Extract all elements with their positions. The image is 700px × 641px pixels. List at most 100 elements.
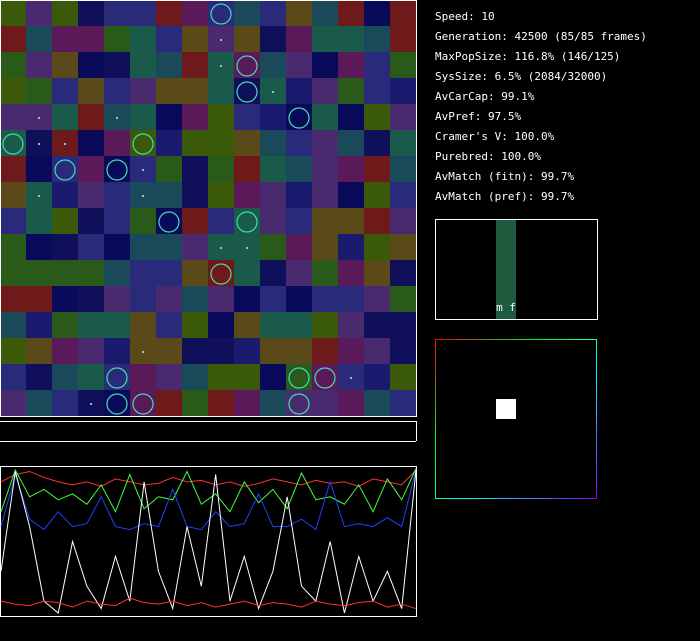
grid-cell xyxy=(78,286,104,312)
grid-cell xyxy=(78,78,104,104)
grid-cell xyxy=(338,260,364,286)
history-line xyxy=(0,469,417,487)
organism xyxy=(106,393,128,415)
grid-cell xyxy=(312,390,338,416)
grid-cell xyxy=(52,338,78,364)
organism xyxy=(158,211,180,233)
grid-cell xyxy=(312,156,338,182)
stat-line: MaxPopSize: 116.8% (146/125) xyxy=(435,50,620,63)
grid-cell xyxy=(234,390,260,416)
grid-cell xyxy=(234,286,260,312)
stats-panel: Speed: 10 Generation: 42500 (85/85 frames… xyxy=(435,10,647,203)
grid-cell xyxy=(130,260,156,286)
grid-cell xyxy=(182,364,208,390)
grid-cell xyxy=(26,0,52,26)
grid-cell xyxy=(78,260,104,286)
grid-cell xyxy=(156,364,182,390)
grid-cell xyxy=(0,26,26,52)
grid-cell xyxy=(52,286,78,312)
grid-cell xyxy=(104,312,130,338)
grid-cell xyxy=(52,78,78,104)
grid-cell xyxy=(338,312,364,338)
grid-cell xyxy=(338,182,364,208)
grid-cell xyxy=(208,182,234,208)
organism xyxy=(236,211,258,233)
grid-cell xyxy=(260,390,286,416)
grid-cell xyxy=(364,26,390,52)
grid-cell xyxy=(182,234,208,260)
grid-cell xyxy=(130,208,156,234)
organism xyxy=(210,263,232,285)
grid-cell xyxy=(156,52,182,78)
grid-cell xyxy=(260,208,286,234)
grid-cell xyxy=(286,156,312,182)
grid-cell xyxy=(104,78,130,104)
grid-cell xyxy=(208,338,234,364)
history-line xyxy=(0,468,417,513)
grid-cell xyxy=(390,390,416,416)
stat-line: AvMatch (pref): 99.7% xyxy=(435,190,574,203)
grid-cell xyxy=(208,156,234,182)
grid-cell xyxy=(52,260,78,286)
grid-cell xyxy=(52,0,78,26)
grid-cell xyxy=(364,338,390,364)
grid-cell xyxy=(78,364,104,390)
organism-dot xyxy=(142,169,144,171)
organism-dot xyxy=(142,195,144,197)
history-line xyxy=(0,469,417,531)
grid-cell xyxy=(156,0,182,26)
grid-cell xyxy=(364,286,390,312)
organism xyxy=(106,159,128,181)
grid-cell xyxy=(0,234,26,260)
grid-cell xyxy=(130,0,156,26)
grid-cell xyxy=(260,286,286,312)
grid-cell xyxy=(364,52,390,78)
grid-cell xyxy=(260,26,286,52)
organism-dot xyxy=(246,247,248,249)
grid-cell xyxy=(338,78,364,104)
grid-cell xyxy=(364,78,390,104)
grid-cell xyxy=(338,0,364,26)
grid-cell xyxy=(0,364,26,390)
grid-cell xyxy=(104,52,130,78)
grid-cell xyxy=(260,338,286,364)
grid-cell xyxy=(286,260,312,286)
grid-cell xyxy=(182,26,208,52)
grid-cell xyxy=(364,234,390,260)
grid-cell xyxy=(52,104,78,130)
grid-cell xyxy=(26,52,52,78)
grid-cell xyxy=(234,130,260,156)
grid-cell xyxy=(130,364,156,390)
grid-cell xyxy=(234,26,260,52)
grid-cell xyxy=(26,234,52,260)
grid-cell xyxy=(78,130,104,156)
organism-dot xyxy=(38,117,40,119)
grid-cell xyxy=(286,0,312,26)
organism xyxy=(132,393,154,415)
grid-cell xyxy=(364,312,390,338)
grid-cell xyxy=(364,156,390,182)
grid-cell xyxy=(234,364,260,390)
grid-cell xyxy=(182,286,208,312)
grid-cell xyxy=(26,286,52,312)
grid-cell xyxy=(390,338,416,364)
grid-cell xyxy=(156,338,182,364)
grid-cell xyxy=(156,234,182,260)
grid-cell xyxy=(0,0,26,26)
grid-cell xyxy=(78,52,104,78)
grid-cell xyxy=(182,78,208,104)
grid-cell xyxy=(0,260,26,286)
grid-cell xyxy=(0,390,26,416)
grid-cell xyxy=(390,156,416,182)
grid-cell xyxy=(182,312,208,338)
grid-cell xyxy=(208,390,234,416)
grid-cell xyxy=(390,260,416,286)
grid-cell xyxy=(182,130,208,156)
grid-cell xyxy=(0,78,26,104)
grid-cell xyxy=(208,78,234,104)
grid-cell xyxy=(338,390,364,416)
grid-cell xyxy=(26,260,52,286)
organism xyxy=(210,3,232,25)
grid-cell xyxy=(156,156,182,182)
